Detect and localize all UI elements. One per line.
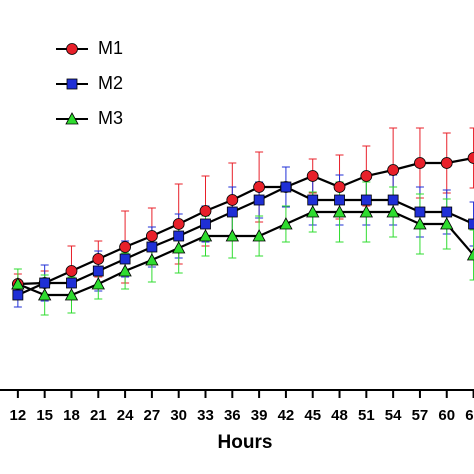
legend-label: M3 [98, 108, 123, 128]
marker [360, 194, 372, 206]
marker [92, 265, 104, 277]
x-tick-label: 21 [90, 407, 107, 424]
x-axis-title: Hours [218, 432, 273, 453]
x-tick-label: 33 [197, 407, 214, 424]
marker [332, 205, 347, 218]
x-tick-label: 24 [117, 407, 134, 424]
marker [252, 229, 266, 242]
series [13, 181, 474, 316]
marker [387, 164, 400, 176]
x-tick-label: 30 [170, 407, 187, 424]
marker [65, 112, 79, 125]
marker [279, 217, 293, 230]
line [17, 156, 474, 286]
marker [359, 205, 374, 218]
marker [413, 217, 427, 230]
marker [92, 253, 105, 265]
marker [145, 253, 159, 266]
marker [414, 157, 426, 169]
legend-marker [66, 43, 78, 55]
marker [200, 218, 211, 230]
marker [66, 78, 78, 90]
marker [468, 218, 474, 230]
x-tick-label: 15 [36, 407, 53, 424]
marker [386, 205, 400, 218]
marker [253, 194, 265, 206]
x-tick-label: 45 [304, 407, 321, 424]
marker [253, 181, 266, 193]
marker [145, 230, 158, 242]
marker [199, 205, 212, 217]
x-tick-label: 12 [10, 407, 27, 424]
marker [119, 241, 131, 253]
x-tick-label: 48 [331, 407, 348, 424]
marker [387, 194, 399, 206]
marker [118, 264, 132, 277]
marker [440, 157, 453, 169]
marker [306, 170, 319, 182]
marker [146, 241, 158, 253]
x-tick-label: 39 [251, 407, 268, 424]
marker [198, 229, 213, 242]
x-tick-label: 18 [63, 407, 80, 424]
marker [38, 288, 52, 301]
x-tick-label: 63 [465, 407, 474, 424]
marker [226, 206, 238, 218]
marker [414, 206, 426, 218]
marker [360, 170, 373, 182]
x-tick-label: 57 [412, 407, 429, 424]
marker [306, 205, 320, 218]
marker [280, 181, 292, 193]
legend-label: M1 [98, 38, 123, 58]
marker [12, 289, 24, 301]
marker [39, 277, 51, 289]
marker [11, 277, 25, 290]
legend-marker [65, 112, 79, 125]
line [17, 210, 474, 297]
series [13, 127, 474, 297]
marker [119, 253, 131, 265]
x-tick-label: 42 [278, 407, 295, 424]
marker [226, 194, 239, 206]
x-tick-label: 60 [438, 407, 455, 424]
marker [225, 229, 239, 242]
marker [172, 241, 186, 254]
line [17, 185, 474, 297]
x-tick-label: 27 [144, 407, 161, 424]
marker [66, 277, 77, 289]
marker [334, 194, 345, 206]
legend-marker [66, 78, 78, 90]
marker [64, 288, 79, 301]
marker [66, 43, 78, 55]
marker [65, 265, 78, 277]
marker [441, 206, 453, 218]
marker [467, 152, 474, 164]
marker [91, 277, 105, 290]
marker [307, 194, 319, 206]
marker [172, 218, 185, 230]
marker [173, 230, 185, 242]
x-tick-label: 54 [385, 407, 402, 424]
marker [333, 181, 346, 193]
marker [440, 217, 454, 230]
x-tick-label: 36 [224, 407, 241, 424]
legend-label: M2 [98, 73, 123, 93]
x-tick-label: 51 [358, 407, 375, 424]
